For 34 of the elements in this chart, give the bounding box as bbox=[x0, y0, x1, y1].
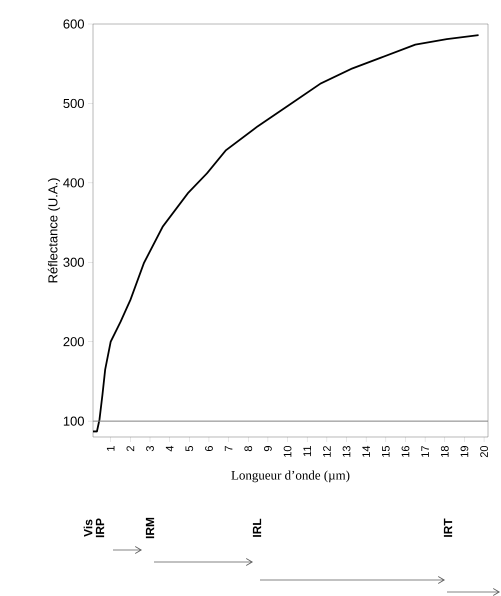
y-tick-label: 400 bbox=[63, 178, 84, 188]
y-tick-label: 600 bbox=[64, 19, 84, 29]
text: IRL bbox=[252, 518, 262, 537]
x-tick-label: 1 bbox=[106, 446, 114, 451]
y-axis-title: Réflectance (U.A.) bbox=[48, 178, 60, 282]
x-tick-label: 4 bbox=[166, 446, 174, 452]
x-tick-label: 14 bbox=[362, 446, 370, 457]
x-tick-label: 10 bbox=[284, 446, 292, 457]
x-tick-label: 20 bbox=[480, 446, 488, 458]
text: IRM bbox=[146, 518, 154, 538]
x-tick-label: 7 bbox=[224, 446, 232, 452]
x-tick-label: 3 bbox=[146, 446, 154, 452]
line-series bbox=[92, 34, 480, 432]
text: IRT bbox=[444, 518, 452, 537]
x-tick-label: 2 bbox=[126, 446, 134, 452]
x-tick-label: 12 bbox=[323, 446, 331, 457]
text: IRP bbox=[96, 518, 104, 538]
x-tick-label: 18 bbox=[440, 446, 449, 457]
x-tick-label: 6 bbox=[205, 446, 213, 452]
text: Vis bbox=[84, 520, 92, 537]
y-tick-label: 200 bbox=[64, 337, 84, 346]
x-axis-title: Longueur d’onde (µm) bbox=[231, 470, 350, 482]
x-tick-label: 16 bbox=[402, 446, 410, 457]
x-tick-label: 17 bbox=[421, 446, 429, 457]
x-tick-label: 15 bbox=[382, 446, 390, 457]
y-tick-label: 300 bbox=[63, 258, 84, 267]
x-tick-label: 9 bbox=[264, 446, 272, 452]
x-tick-label: 8 bbox=[244, 446, 252, 452]
x-tick-label: 13 bbox=[342, 446, 350, 457]
x-tick-label: 19 bbox=[460, 446, 468, 457]
y-tick-label: 100 bbox=[64, 416, 84, 426]
x-tick-label: 5 bbox=[185, 446, 194, 452]
y-tick-label: 500 bbox=[63, 98, 84, 108]
x-tick-label: 11 bbox=[303, 446, 311, 456]
